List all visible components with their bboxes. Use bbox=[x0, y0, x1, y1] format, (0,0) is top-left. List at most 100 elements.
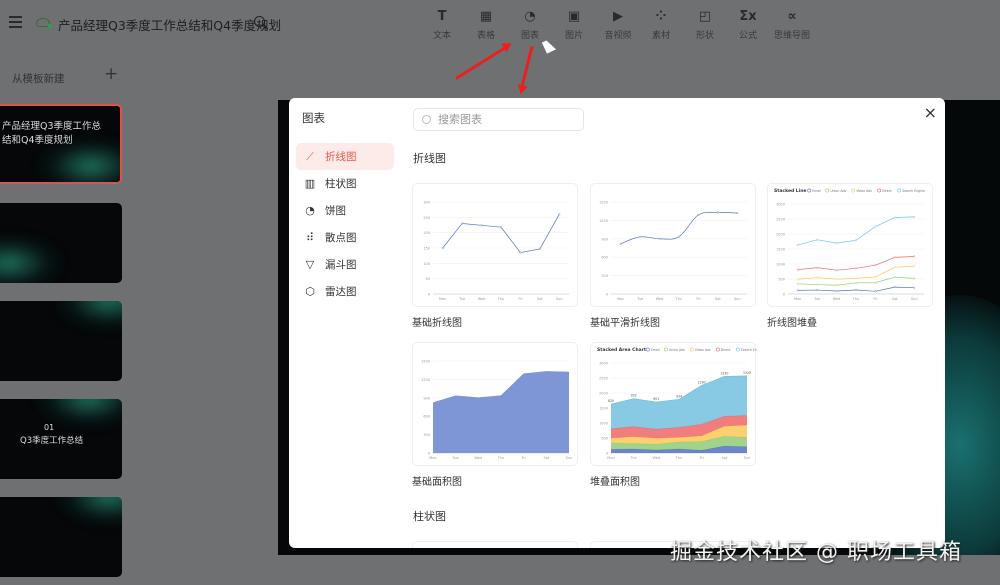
toolbar-label: 图片 bbox=[564, 31, 583, 41]
toolbar-2-button[interactable]: ◔ 图表 bbox=[508, 8, 552, 41]
data-point bbox=[716, 211, 719, 214]
toolbar-icon: ⁘ bbox=[655, 9, 667, 24]
document-title[interactable]: 产品经理Q3季度工作总结和Q4季度规划 bbox=[58, 18, 282, 33]
toolbar-icon: ∝ bbox=[787, 9, 797, 24]
nav-label: 漏斗图 bbox=[325, 259, 357, 271]
data-label: 820 bbox=[608, 399, 614, 403]
toolbar-4-button[interactable]: ▶ 音视频 bbox=[596, 8, 640, 41]
data-point bbox=[893, 276, 896, 279]
toolbar-6-button[interactable]: ◰ 形状 bbox=[683, 8, 727, 41]
chart-card[interactable]: 0 300 600 900 1200 1500 Mon Tue Wed Thu Fri Sat Sun bbox=[412, 342, 578, 466]
slide-thumbnail-4[interactable]: 01 Q3季度工作总结 bbox=[0, 399, 122, 479]
y-tick-label: 500 bbox=[601, 437, 608, 441]
toolbar-1-button[interactable]: ▦ 表格 bbox=[464, 8, 508, 41]
y-tick-label: 1200 bbox=[421, 378, 430, 382]
new-from-template[interactable]: 从模板新建 bbox=[12, 73, 65, 85]
slide-thumbnail-1[interactable]: 产品经理Q3季度工作总结和Q4季度规划 bbox=[0, 104, 122, 184]
x-tick-label: Tue bbox=[452, 456, 459, 460]
x-tick-label: Sat bbox=[892, 297, 898, 301]
toolbar-0-button[interactable]: T 文本 bbox=[420, 8, 464, 41]
add-slide-button[interactable]: + bbox=[104, 64, 119, 84]
data-point bbox=[854, 288, 857, 291]
x-tick-label: Mon bbox=[607, 456, 614, 460]
close-icon[interactable]: × bbox=[923, 103, 937, 122]
chart-card-bar-1[interactable] bbox=[412, 541, 578, 548]
toolbar-label: 公式 bbox=[738, 31, 757, 41]
y-tick-label: 300 bbox=[423, 433, 430, 437]
x-tick-label: Thu bbox=[497, 456, 505, 460]
data-point bbox=[835, 242, 838, 245]
toolbar-7-button[interactable]: Σx 公式 bbox=[726, 8, 770, 41]
nav-item-line-chart[interactable]: ⟋ 折线图 bbox=[296, 143, 394, 170]
y-tick-label: 600 bbox=[601, 256, 608, 260]
area-series bbox=[611, 436, 747, 451]
chart-card[interactable]: 0 500 1000 1500 2000 2500 3000 Mon Tue Wed Thu Fri S… bbox=[590, 342, 757, 466]
search-icon[interactable] bbox=[254, 16, 265, 27]
nav-item-scatter-chart[interactable]: ⠾ 散点图 bbox=[296, 224, 394, 251]
toolbar-icon: ▦ bbox=[479, 9, 493, 24]
y-tick-label: 1500 bbox=[776, 248, 785, 252]
slide-thumbnail-2[interactable] bbox=[0, 203, 122, 283]
chart-preview: 0 500 1000 1500 2000 2500 3000 Mon Tue Wed Thu Fri S… bbox=[774, 188, 925, 301]
data-point bbox=[816, 276, 819, 279]
data-point bbox=[913, 286, 916, 289]
nav-item-bar-chart[interactable]: ▥ 柱状图 bbox=[296, 170, 394, 197]
line-series bbox=[442, 214, 560, 253]
y-tick-label: 1200 bbox=[599, 219, 608, 223]
y-tick-label: 2000 bbox=[776, 233, 785, 237]
bar-chart-icon: ▥ bbox=[304, 177, 316, 190]
legend-item: Union Ads bbox=[669, 348, 685, 352]
chart-card[interactable]: 0 50 100 150 200 250 300 Mon Tue Wed Thu Fri Sat Sun bbox=[412, 183, 578, 307]
chart-type-nav: ⟋ 折线图 ▥ 柱状图 ◔ 饼图 ⠾ 散点图 ▽ 漏斗图 ⬡ 雷达图 bbox=[296, 143, 394, 305]
x-tick-label: Sat bbox=[543, 456, 549, 460]
data-label: 1320 bbox=[743, 371, 751, 375]
x-tick-label: Fri bbox=[518, 297, 522, 301]
chart-card-label: 基础面积图 bbox=[412, 477, 462, 488]
data-point bbox=[639, 235, 642, 238]
x-tick-label: Tue bbox=[630, 456, 637, 460]
slide-thumbnail-3[interactable] bbox=[0, 301, 122, 381]
data-point bbox=[913, 265, 916, 268]
chart-search-input[interactable]: 搜索图表 bbox=[413, 108, 584, 131]
chart-card[interactable]: 0 300 600 900 1200 1500 Mon Tue Wed Thu Fri Sat Sun bbox=[590, 183, 756, 307]
chart-card-bar-2[interactable] bbox=[590, 541, 756, 548]
y-tick-label: 0 bbox=[428, 293, 430, 297]
toolbar-8-button[interactable]: ∝ 思维导图 bbox=[770, 8, 814, 41]
data-point bbox=[796, 282, 799, 285]
toolbar-icon: ▣ bbox=[567, 9, 581, 24]
y-tick-label: 100 bbox=[423, 262, 430, 266]
y-tick-label: 2500 bbox=[599, 377, 608, 381]
x-tick-label: Fri bbox=[700, 456, 704, 460]
nav-item-funnel-chart[interactable]: ▽ 漏斗图 bbox=[296, 251, 394, 278]
slide-thumbnail-5[interactable] bbox=[0, 497, 122, 577]
search-icon bbox=[422, 115, 431, 124]
data-label: 1330 bbox=[720, 372, 728, 376]
data-point bbox=[835, 284, 838, 287]
y-tick-label: 1500 bbox=[421, 360, 430, 364]
menu-icon[interactable] bbox=[9, 16, 22, 28]
y-tick-label: 150 bbox=[423, 247, 430, 251]
data-point bbox=[796, 289, 799, 292]
data-point bbox=[893, 266, 896, 269]
legend-item: Video Ads bbox=[695, 348, 711, 352]
data-point bbox=[816, 289, 819, 292]
data-point bbox=[874, 290, 877, 293]
toolbar-5-button[interactable]: ⁘ 素材 bbox=[639, 8, 683, 41]
chart-card[interactable]: 0 500 1000 1500 2000 2500 3000 Mon Tue Wed Thu Fri S… bbox=[767, 183, 933, 307]
x-tick-label: Fri bbox=[522, 456, 526, 460]
toolbar-label: 音视频 bbox=[604, 31, 632, 41]
chart-preview: 0 500 1000 1500 2000 2500 3000 Mon Tue Wed Thu Fri S… bbox=[597, 347, 757, 460]
toolbar-3-button[interactable]: ▣ 图片 bbox=[552, 8, 596, 41]
data-point bbox=[874, 275, 877, 278]
y-tick-label: 1500 bbox=[599, 201, 608, 205]
area-series bbox=[611, 425, 747, 445]
nav-label: 折线图 bbox=[325, 151, 357, 163]
data-point bbox=[835, 278, 838, 281]
y-tick-label: 300 bbox=[423, 201, 430, 205]
section-title-line: 折线图 bbox=[413, 152, 446, 165]
area-series bbox=[433, 371, 569, 453]
funnel-chart-icon: ▽ bbox=[305, 258, 315, 271]
data-point bbox=[835, 289, 838, 292]
nav-item-radar-chart[interactable]: ⬡ 雷达图 bbox=[296, 278, 394, 305]
nav-item-pie-chart[interactable]: ◔ 饼图 bbox=[296, 197, 394, 224]
